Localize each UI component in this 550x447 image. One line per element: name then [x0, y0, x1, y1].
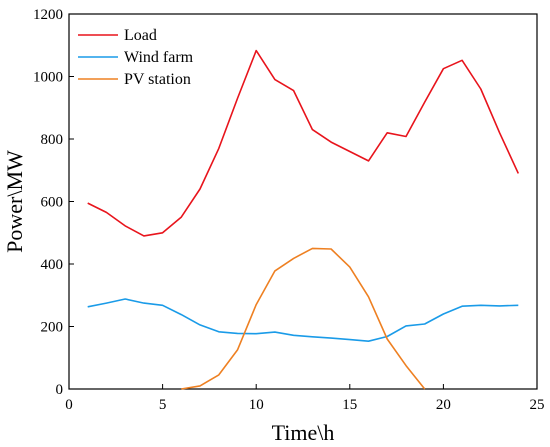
x-tick-label: 25 — [530, 397, 545, 413]
x-axis: 0 5 10 15 20 25 — [65, 384, 545, 413]
series-line-pv-station — [181, 247, 426, 390]
legend-label-load: Load — [124, 27, 157, 44]
y-axis-title: Power\MW — [2, 150, 27, 253]
series-line-wind-farm — [87, 298, 519, 343]
x-tick-label: 20 — [436, 397, 451, 413]
x-tick-label: 0 — [65, 397, 73, 413]
y-tick-label: 600 — [41, 195, 64, 211]
y-tick-label: 800 — [41, 132, 64, 148]
y-tick-label: 0 — [56, 382, 64, 398]
y-tick-label: 1200 — [33, 7, 63, 23]
legend-label-wind-farm: Wind farm — [124, 49, 194, 66]
y-tick-label: 1000 — [33, 70, 63, 86]
x-axis-title: Time\h — [272, 420, 335, 445]
x-tick-label: 5 — [159, 397, 167, 413]
y-tick-label: 400 — [41, 257, 64, 273]
y-axis: 0 200 400 600 800 1000 1200 — [33, 7, 74, 398]
series-line-load — [87, 49, 520, 237]
y-tick-label: 200 — [41, 320, 64, 336]
legend-label-pv-station: PV station — [124, 71, 191, 88]
legend: Load Wind farm PV station — [78, 27, 194, 88]
plot-area: 0 5 10 15 20 25 0 200 400 600 800 1000 1200 — [33, 7, 545, 413]
x-tick-label: 15 — [342, 397, 357, 413]
series-layer — [87, 49, 520, 390]
x-tick-label: 10 — [249, 397, 264, 413]
